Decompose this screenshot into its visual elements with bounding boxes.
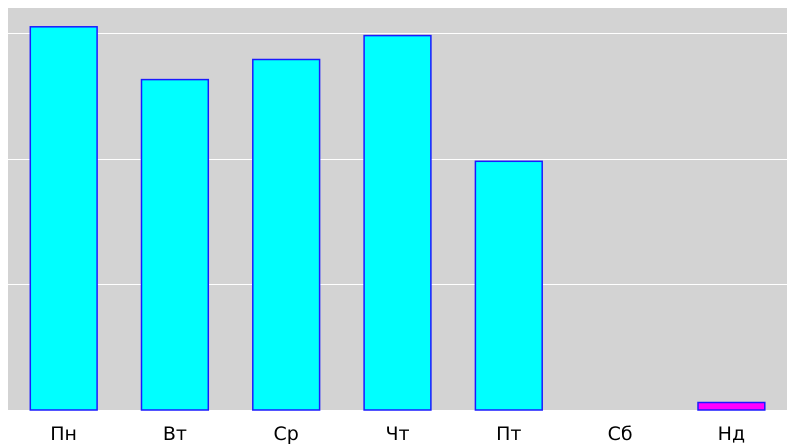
- bar-3: [252, 58, 321, 411]
- x-tick-label: Вт: [163, 423, 187, 445]
- x-tick-label: Чт: [385, 423, 409, 445]
- x-tick-label: Нд: [718, 423, 745, 445]
- bars: [29, 26, 766, 411]
- bar-5: [474, 160, 543, 411]
- bar-7: [697, 401, 766, 411]
- x-axis-tick-labels: Пн Вт Ср Чт Пт Сб Нд: [50, 423, 745, 445]
- bar-2: [140, 78, 210, 411]
- x-tick-label: Ср: [274, 423, 299, 445]
- x-tick-label: Сб: [608, 423, 633, 445]
- x-tick-label: Пн: [50, 423, 77, 445]
- bar-4: [363, 34, 432, 411]
- x-tick-label: Пт: [496, 423, 521, 445]
- bar-1: [29, 26, 98, 411]
